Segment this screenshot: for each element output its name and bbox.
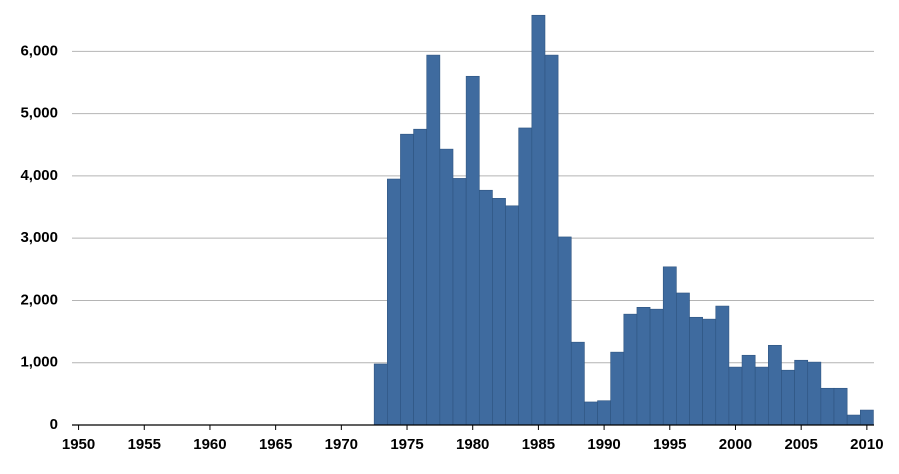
- bar: [570, 341, 585, 426]
- x-tick-label: 1955: [128, 436, 161, 453]
- bar: [426, 54, 441, 426]
- bar: [597, 400, 611, 426]
- bar: [518, 127, 533, 426]
- bar: [649, 308, 664, 426]
- bar: [728, 366, 743, 426]
- x-tick-label: 1965: [259, 436, 292, 453]
- bar: [754, 366, 769, 426]
- bar: [741, 354, 756, 426]
- bar: [623, 313, 638, 426]
- bar: [702, 318, 717, 426]
- bar: [400, 133, 414, 426]
- x-tick-label: 1975: [390, 436, 423, 453]
- y-tick-label: 4,000: [20, 167, 58, 184]
- bar: [452, 178, 467, 426]
- bar: [531, 14, 546, 426]
- bar: [478, 189, 493, 426]
- x-tick-label: 1990: [587, 436, 620, 453]
- y-tick-label: 3,000: [20, 229, 58, 246]
- y-tick-label: 5,000: [20, 105, 58, 122]
- bar: [439, 148, 454, 426]
- y-tick-label: 1,000: [20, 354, 58, 371]
- y-tick-label: 6,000: [20, 42, 58, 59]
- bar: [859, 409, 874, 426]
- bar: [413, 128, 428, 426]
- bar: [465, 75, 480, 426]
- y-tick-label: 0: [50, 416, 58, 433]
- bar: [833, 387, 848, 426]
- x-tick-label: 2005: [784, 436, 817, 453]
- bar: [492, 198, 506, 426]
- bar: [544, 54, 559, 426]
- y-tick-label: 2,000: [20, 291, 58, 308]
- bar: [715, 305, 730, 426]
- bar: [794, 359, 809, 426]
- bar: [676, 292, 690, 426]
- x-tick-label: 1985: [522, 436, 555, 453]
- x-tick-label: 1970: [325, 436, 358, 453]
- bar: [781, 369, 795, 426]
- bar: [689, 316, 703, 426]
- bar: [820, 387, 835, 426]
- bar: [505, 205, 519, 426]
- bar: [557, 236, 572, 426]
- x-tick-label: 2000: [719, 436, 752, 453]
- bar: [610, 351, 625, 426]
- x-tick-label: 2010: [850, 436, 883, 453]
- bar: [387, 178, 401, 426]
- bar: [662, 266, 677, 426]
- bar: [636, 307, 651, 426]
- x-tick-label: 1950: [62, 436, 95, 453]
- bar: [584, 401, 598, 426]
- x-tick-label: 1980: [456, 436, 489, 453]
- x-tick-label: 1995: [653, 436, 686, 453]
- x-tick-label: 1960: [193, 436, 226, 453]
- bar: [807, 361, 822, 426]
- bar: [846, 414, 861, 426]
- bar: [768, 344, 782, 426]
- bar: [373, 363, 388, 426]
